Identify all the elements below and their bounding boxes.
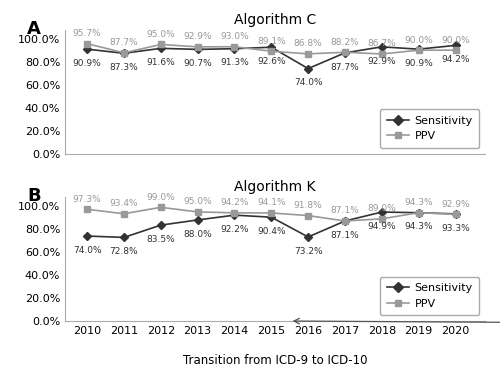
Text: 92.9%: 92.9%: [184, 32, 212, 41]
Text: 91.3%: 91.3%: [220, 58, 249, 68]
Text: B: B: [27, 187, 41, 205]
Text: 90.4%: 90.4%: [257, 227, 286, 236]
Text: 92.6%: 92.6%: [257, 57, 286, 66]
Text: 95.0%: 95.0%: [146, 30, 175, 39]
Text: 91.8%: 91.8%: [294, 201, 322, 210]
Text: 73.2%: 73.2%: [294, 246, 322, 256]
Text: 94.2%: 94.2%: [442, 55, 470, 64]
Text: 90.9%: 90.9%: [72, 59, 102, 68]
Text: 83.5%: 83.5%: [146, 235, 175, 244]
Text: 99.0%: 99.0%: [146, 193, 175, 202]
Text: 88.2%: 88.2%: [330, 38, 360, 47]
Title: Algorithm C: Algorithm C: [234, 13, 316, 27]
Text: 72.8%: 72.8%: [110, 247, 138, 256]
Text: 87.3%: 87.3%: [110, 63, 138, 72]
Text: 93.4%: 93.4%: [110, 199, 138, 208]
Text: 93.3%: 93.3%: [441, 224, 470, 232]
Legend: Sensitivity, PPV: Sensitivity, PPV: [380, 277, 480, 315]
Text: 92.9%: 92.9%: [441, 200, 470, 209]
Text: 94.3%: 94.3%: [404, 198, 433, 207]
Text: 94.9%: 94.9%: [368, 222, 396, 231]
Text: 74.0%: 74.0%: [294, 78, 322, 87]
Text: 86.8%: 86.8%: [294, 39, 322, 48]
Text: 90.0%: 90.0%: [404, 36, 433, 45]
Text: 94.3%: 94.3%: [404, 223, 433, 231]
Text: 95.0%: 95.0%: [184, 197, 212, 206]
Text: 92.2%: 92.2%: [220, 225, 248, 234]
Text: 86.7%: 86.7%: [368, 39, 396, 48]
Text: 87.1%: 87.1%: [330, 206, 360, 215]
Text: 93.0%: 93.0%: [220, 32, 249, 41]
Text: 91.6%: 91.6%: [146, 58, 175, 67]
Text: 90.0%: 90.0%: [441, 36, 470, 45]
Text: 87.7%: 87.7%: [110, 38, 138, 47]
Text: 90.9%: 90.9%: [404, 59, 433, 68]
Text: 89.0%: 89.0%: [368, 204, 396, 213]
Text: A: A: [27, 20, 41, 38]
Text: Transition from ICD-9 to ICD-10: Transition from ICD-9 to ICD-10: [183, 354, 367, 367]
Text: 97.3%: 97.3%: [72, 195, 102, 204]
Text: 87.1%: 87.1%: [330, 231, 360, 240]
Text: 89.1%: 89.1%: [257, 37, 286, 46]
Text: 90.7%: 90.7%: [184, 59, 212, 68]
Text: 74.0%: 74.0%: [73, 246, 102, 255]
Text: 88.0%: 88.0%: [184, 230, 212, 239]
Legend: Sensitivity, PPV: Sensitivity, PPV: [380, 109, 480, 148]
Text: 94.1%: 94.1%: [257, 199, 286, 207]
Text: 92.9%: 92.9%: [368, 56, 396, 66]
Title: Algorithm K: Algorithm K: [234, 180, 316, 194]
Text: 94.2%: 94.2%: [220, 198, 248, 207]
Text: 87.7%: 87.7%: [330, 63, 360, 72]
Text: 95.7%: 95.7%: [72, 29, 102, 38]
